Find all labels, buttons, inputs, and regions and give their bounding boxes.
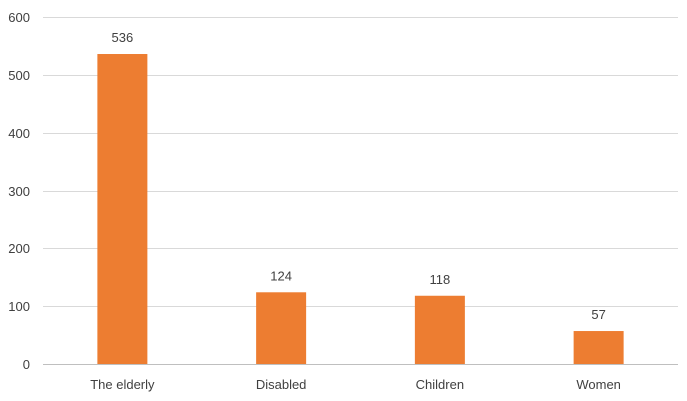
y-tick-label: 200 [8, 241, 30, 256]
y-tick-label: 0 [23, 357, 30, 372]
data-label: 536 [112, 30, 134, 45]
y-tick-label: 600 [8, 10, 30, 25]
data-label: 118 [430, 272, 451, 287]
y-tick-label: 100 [8, 299, 30, 314]
data-label: 124 [270, 268, 292, 283]
bars [97, 54, 624, 364]
data-label: 57 [591, 307, 605, 322]
bar [414, 295, 465, 364]
bar [256, 292, 307, 364]
bar [573, 331, 624, 364]
y-axis-tick-labels: 0 100 200 300 400 500 600 [8, 10, 30, 372]
y-tick-label: 300 [8, 184, 30, 199]
category-label: Disabled [256, 377, 307, 392]
y-tick-label: 400 [8, 126, 30, 141]
category-label: Children [416, 377, 464, 392]
x-axis-category-labels: The elderly Disabled Children Women [90, 377, 621, 392]
data-labels: 536 124 118 57 [112, 30, 606, 322]
bar [97, 54, 148, 364]
category-label: The elderly [90, 377, 155, 392]
gridlines [43, 17, 678, 365]
category-label: Women [576, 377, 621, 392]
y-tick-label: 500 [8, 68, 30, 83]
